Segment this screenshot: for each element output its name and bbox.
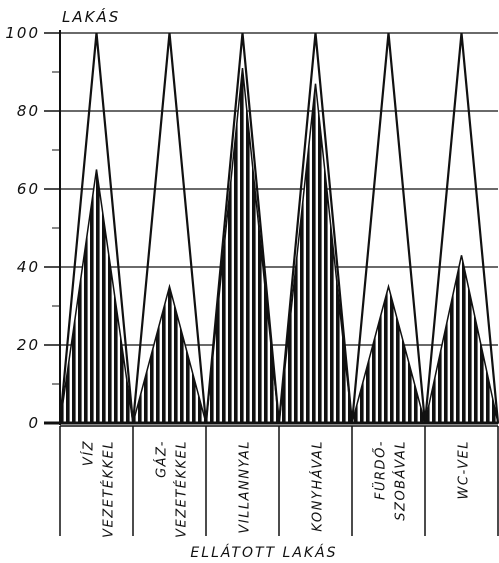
total-peak-outline [277, 32, 354, 424]
category-label: GÁZ- [154, 440, 170, 478]
category-label: FÜRDŐ- [372, 440, 389, 500]
gridlines [60, 32, 498, 346]
y-tick-label: 100 [5, 24, 40, 42]
equipped-peak [424, 255, 499, 424]
y-tick-label: 0 [28, 414, 40, 432]
category-label: VEZETÉKKEL [101, 440, 117, 538]
total-peak-outline [131, 32, 208, 424]
total-peak-outline [350, 32, 427, 424]
equipped-peak [205, 68, 280, 424]
total-peak-outline [204, 32, 281, 424]
equipped-peak [278, 83, 353, 424]
total-peak-outline [423, 32, 499, 424]
total-peak-outline [58, 32, 135, 424]
y-axis-title: LAKÁS [62, 7, 120, 26]
category-label: SZOBÁVAL [393, 440, 409, 521]
category-label: VÍZ [81, 440, 97, 466]
category-label: VILLANNYAL [238, 440, 253, 534]
y-tick-label: 40 [17, 258, 40, 276]
category-label: WC-VEL [457, 440, 472, 499]
y-tick-labels: 0 20 40 60 80 100 [5, 24, 60, 432]
y-tick-label: 20 [17, 336, 40, 354]
y-tick-label: 80 [17, 102, 40, 120]
y-tick-label: 60 [17, 180, 40, 198]
plot-area [58, 32, 499, 424]
category-label: VEZETÉKKEL [174, 440, 190, 538]
x-axis-title: ELLÁTOTT LAKÁS [190, 544, 337, 561]
category-labels: VÍZ VEZETÉKKEL GÁZ- VEZETÉKKEL VILLANNYAL KON… [59, 426, 499, 538]
category-label: KONYHÁVAL [310, 440, 326, 532]
